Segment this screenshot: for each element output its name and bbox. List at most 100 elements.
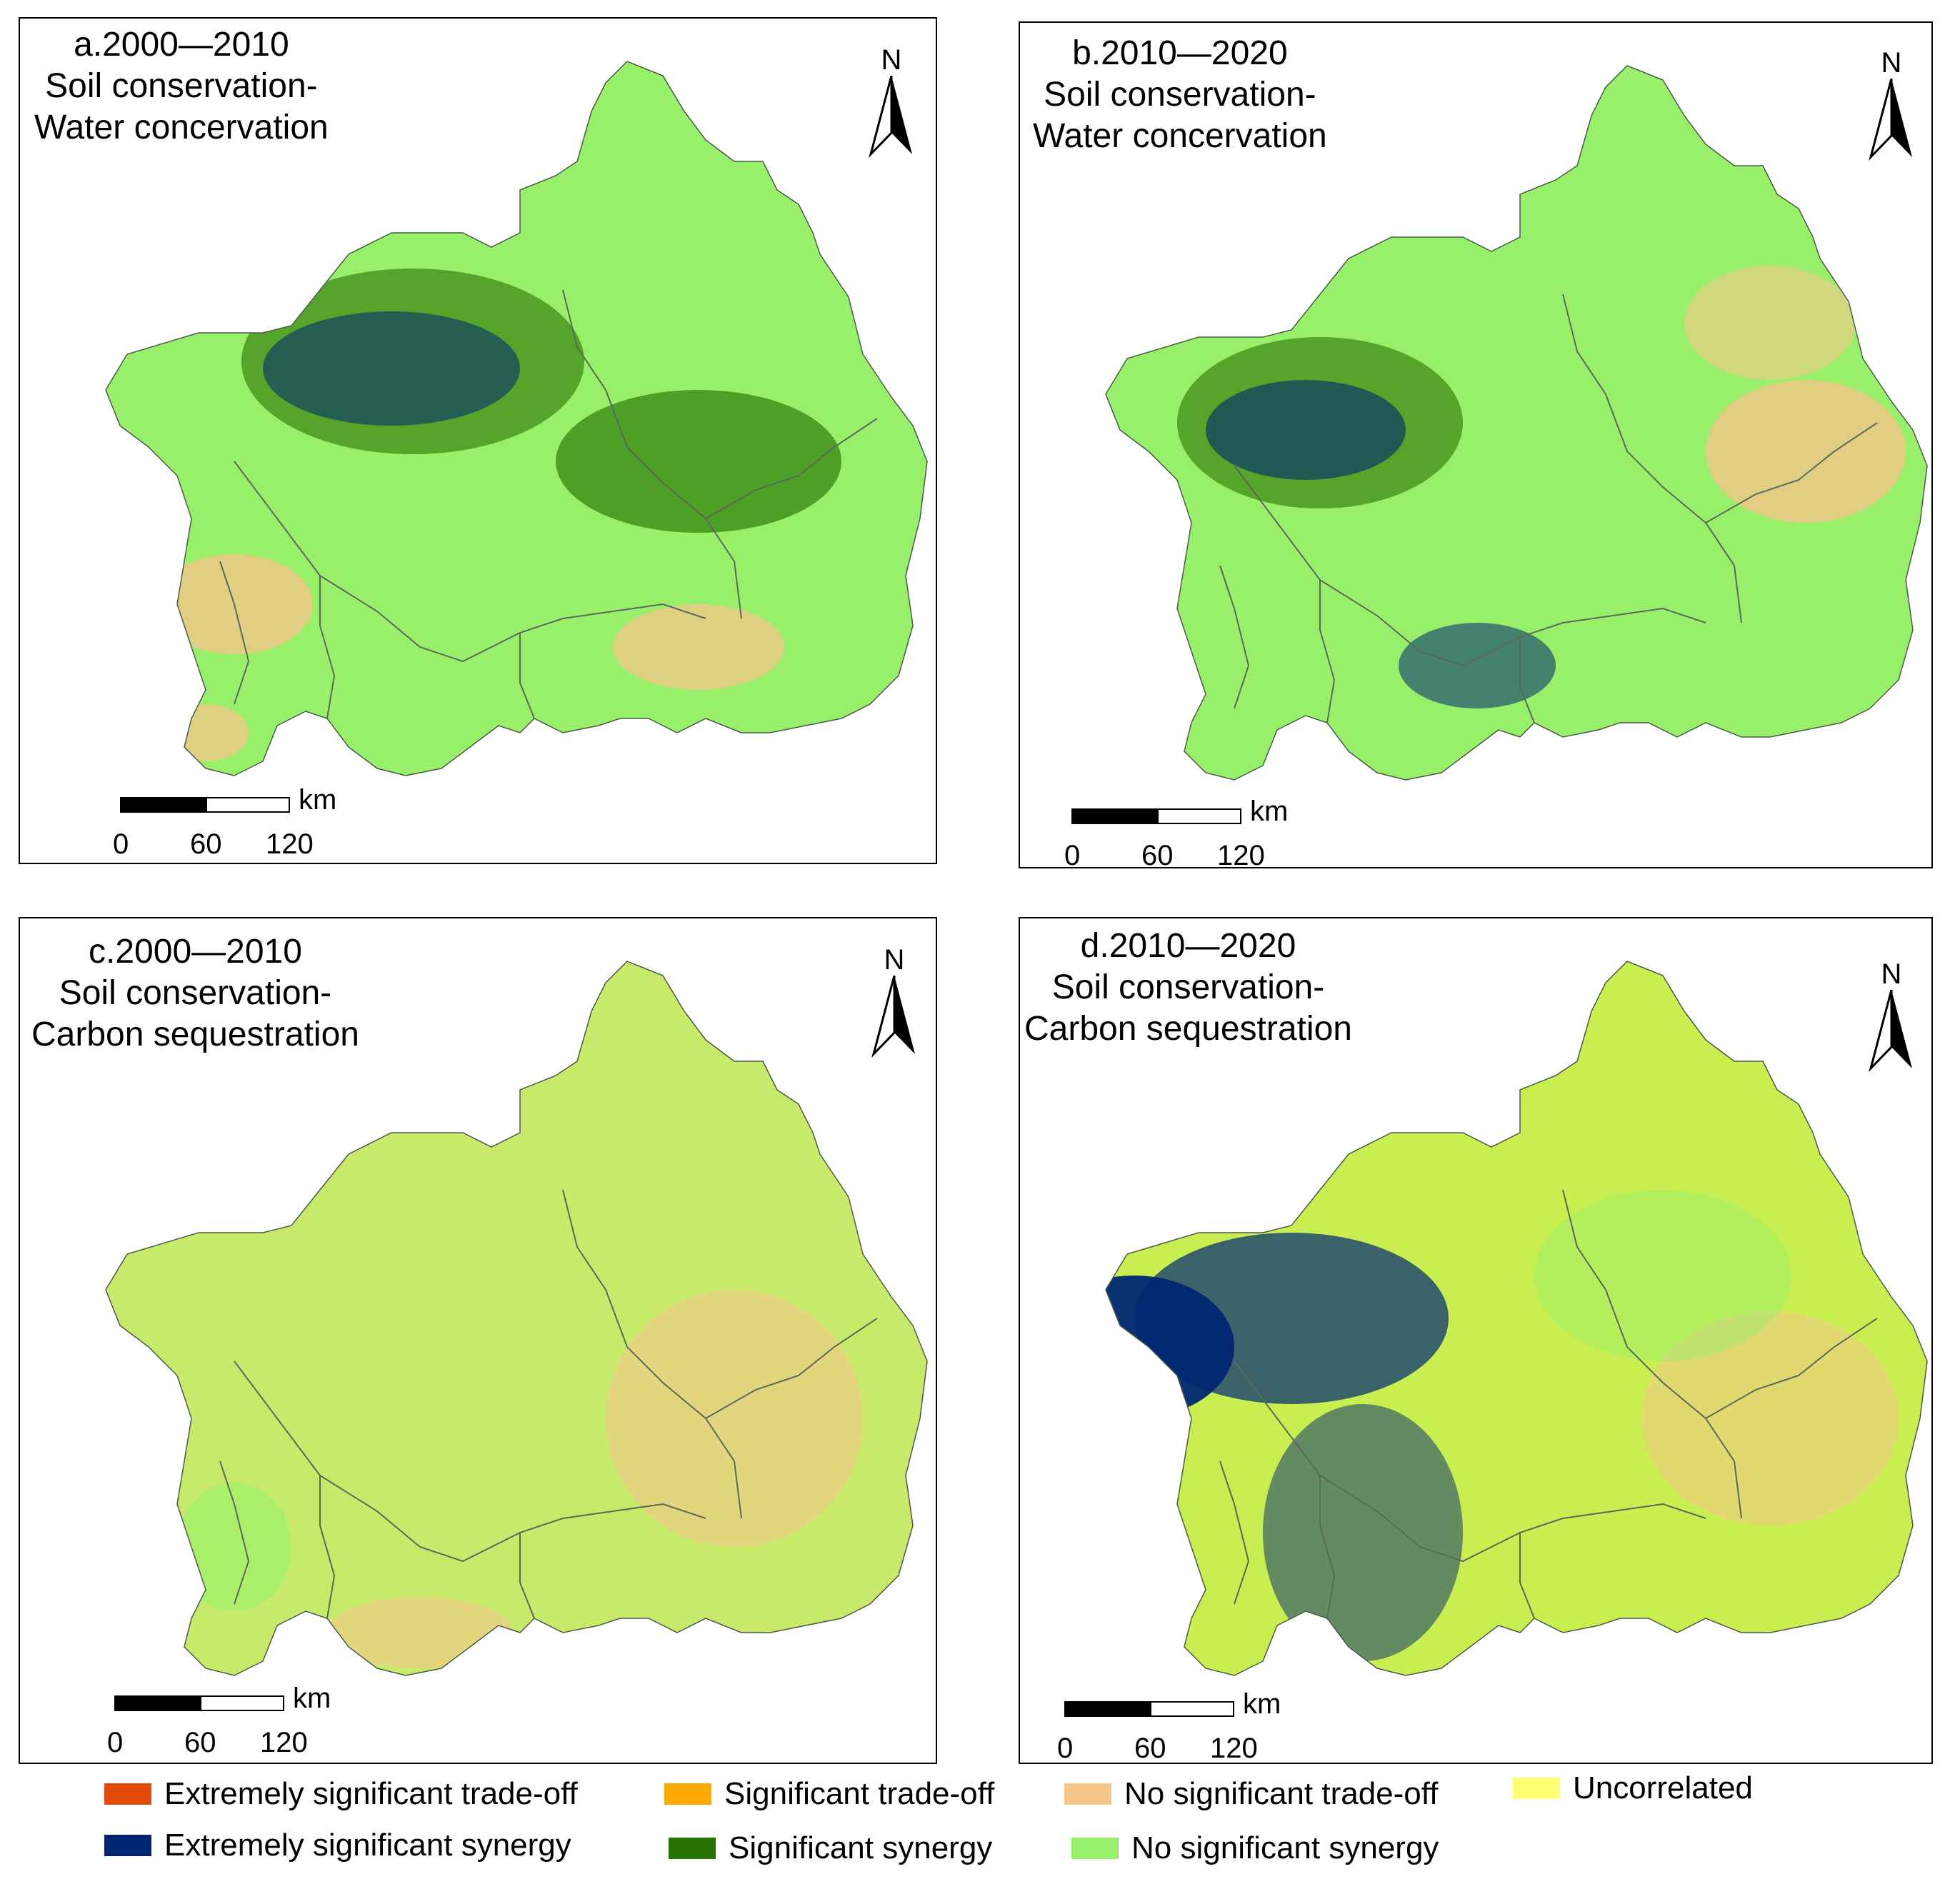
scale-tick-60: 60 — [184, 1727, 216, 1758]
map-d — [1105, 961, 1928, 1676]
legend-swatch — [1064, 1783, 1111, 1805]
title-line-3: Carbon sequestration — [1024, 1010, 1352, 1048]
scale-bar-c: km 0 60 120 — [107, 1683, 350, 1763]
class-patch — [1206, 380, 1406, 480]
scale-tick-60: 60 — [190, 828, 222, 860]
title-line-2: Soil conservation- — [1051, 968, 1325, 1006]
legend-item-significant-trade-off: Significant trade-off — [664, 1773, 994, 1815]
prefecture-boundary — [1519, 1533, 1535, 1619]
class-patch — [163, 704, 249, 761]
north-arrow-icon — [1869, 989, 1912, 1073]
panel-title-a: a.2000—2010 Soil conservation- Water con… — [34, 24, 329, 149]
scale-tick-0: 0 — [113, 828, 129, 860]
north-label: N — [1881, 47, 1902, 79]
legend-swatch — [104, 1835, 151, 1856]
prefecture-boundary — [1319, 580, 1336, 723]
map-a — [105, 61, 928, 776]
class-patch — [1641, 1311, 1899, 1525]
scale-bar-d: km 0 60 120 — [1057, 1688, 1300, 1764]
north-arrow-d: N — [1863, 958, 1920, 1079]
scale-tick-60: 60 — [1141, 840, 1174, 868]
panel-title-c: c.2000—2010 Soil conservation- Carbon se… — [31, 931, 359, 1056]
class-patch — [606, 1290, 863, 1547]
title-line-2: Soil conservation- — [59, 974, 332, 1012]
title-line-1: b.2010—2020 — [1072, 34, 1288, 72]
scale-segment-black — [114, 1695, 200, 1711]
prefecture-boundary — [219, 561, 250, 705]
prefecture-boundary — [1562, 294, 1742, 623]
panel-d: d.2010—2020 Soil conservation- Carbon se… — [1019, 917, 1933, 1764]
prefecture-boundary — [1705, 1318, 1878, 1419]
scale-tick-120: 120 — [1217, 840, 1265, 868]
class-patch — [1706, 380, 1906, 523]
title-line-3: Carbon sequestration — [31, 1016, 359, 1053]
legend-label: Uncorrelated — [1573, 1770, 1753, 1805]
panel-c: c.2000—2010 Soil conservation- Carbon se… — [19, 917, 937, 1764]
province-outline — [1105, 961, 1928, 1676]
prefecture-boundary — [705, 1318, 878, 1419]
scale-unit: km — [299, 784, 337, 816]
legend-label: Significant trade-off — [724, 1776, 995, 1811]
prefecture-boundary — [1562, 1189, 1742, 1519]
prefecture-boundary — [1705, 422, 1878, 523]
class-patch — [1263, 1404, 1463, 1661]
scale-tick-0: 0 — [1057, 1733, 1074, 1764]
north-arrow-c: N — [866, 944, 923, 1065]
north-arrow-icon — [869, 75, 912, 159]
legend-item-uncorrelated: Uncorrelated — [1513, 1767, 1753, 1810]
legend-label: Extremely significant trade-off — [164, 1776, 578, 1811]
north-label: N — [881, 44, 902, 76]
province-outline — [105, 961, 928, 1676]
prefecture-boundary — [562, 1189, 742, 1519]
scale-unit: km — [293, 1683, 331, 1714]
title-line-1: a.2000—2010 — [74, 26, 289, 64]
legend-item-no-significant-trade-off: No significant trade-off — [1064, 1773, 1438, 1815]
prefecture-boundary — [319, 576, 336, 719]
class-patch — [1134, 1233, 1449, 1404]
class-patch — [556, 390, 841, 533]
legend: Extremely significant trade-off Signific… — [0, 1770, 1950, 1904]
legend-label: Significant synergy — [729, 1830, 993, 1865]
title-line-1: d.2010—2020 — [1080, 927, 1296, 965]
legend-item-extremely-significant-trade-off: Extremely significant trade-off — [104, 1773, 578, 1815]
prefecture-boundary — [234, 1361, 706, 1563]
scale-bar-b: km 0 60 120 — [1064, 796, 1307, 868]
legend-label: No significant synergy — [1131, 1830, 1439, 1865]
north-arrow-a: N — [863, 44, 920, 165]
title-line-3: Water concervation — [34, 109, 329, 146]
class-patch — [1370, 137, 1527, 209]
legend-item-no-significant-synergy: No significant synergy — [1071, 1827, 1439, 1870]
scale-segment-white — [1157, 808, 1241, 824]
prefecture-boundary — [519, 1533, 535, 1619]
scale-segment-black — [1064, 1701, 1150, 1717]
province-shape — [1106, 66, 1927, 780]
scale-segment-white — [200, 1695, 284, 1711]
title-line-2: Soil conservation- — [1044, 76, 1316, 114]
class-patch — [263, 311, 520, 426]
scale-unit: km — [1243, 1688, 1281, 1720]
prefecture-boundary — [219, 1460, 250, 1605]
prefecture-boundary — [705, 418, 878, 519]
prefecture-boundary — [1234, 1361, 1706, 1563]
legend-label: No significant trade-off — [1124, 1776, 1439, 1811]
prefecture-boundary — [319, 1475, 336, 1619]
north-arrow-b: N — [1863, 47, 1920, 168]
prefecture-boundary — [519, 633, 535, 719]
north-arrow-icon — [1869, 78, 1912, 161]
scale-tick-60: 60 — [1134, 1733, 1166, 1764]
prefecture-boundary — [234, 461, 706, 663]
prefecture-boundary — [1234, 465, 1706, 667]
legend-swatch — [664, 1783, 711, 1805]
scale-unit: km — [1250, 796, 1289, 827]
class-patch — [327, 1597, 513, 1668]
north-label: N — [1881, 958, 1902, 990]
panel-title-d: d.2010—2020 Soil conservation- Carbon se… — [1024, 926, 1352, 1050]
scale-tick-0: 0 — [1064, 840, 1081, 868]
class-patch — [1684, 266, 1856, 380]
class-patch — [177, 1483, 291, 1611]
map-b — [1105, 65, 1928, 781]
legend-swatch — [1513, 1778, 1560, 1799]
panel-title-b: b.2010—2020 Soil conservation- Water con… — [1033, 33, 1327, 157]
scale-tick-120: 120 — [266, 828, 314, 860]
legend-swatch — [1071, 1838, 1119, 1859]
